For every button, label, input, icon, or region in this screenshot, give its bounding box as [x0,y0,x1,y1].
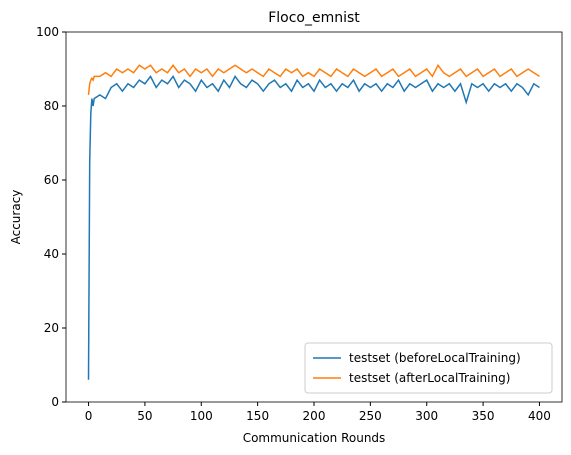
y-tick-label: 40 [44,247,59,261]
x-tick-label: 250 [359,409,382,423]
y-tick-label: 0 [51,395,59,409]
chart-title: Floco_emnist [268,10,360,26]
x-tick-label: 400 [528,409,551,423]
x-tick-label: 200 [303,409,326,423]
x-tick-label: 350 [472,409,495,423]
x-axis-label: Communication Rounds [243,431,386,445]
y-tick-label: 60 [44,173,59,187]
series-line [87,63,540,95]
y-tick-label: 20 [44,321,59,335]
y-axis-label: Accuracy [9,190,23,245]
legend-box [304,342,553,394]
x-tick-label: 100 [190,409,213,423]
plot-frame [65,31,563,403]
x-tick-label: 300 [415,409,438,423]
legend-label: testset (afterLocalTraining) [349,371,510,385]
series-line [87,74,540,380]
y-tick-label: 80 [44,99,59,113]
x-tick-label: 0 [85,409,93,423]
x-tick-label: 150 [246,409,269,423]
legend-label: testset (beforeLocalTraining) [349,351,521,365]
y-tick-label: 100 [36,25,59,39]
x-tick-label: 50 [137,409,152,423]
